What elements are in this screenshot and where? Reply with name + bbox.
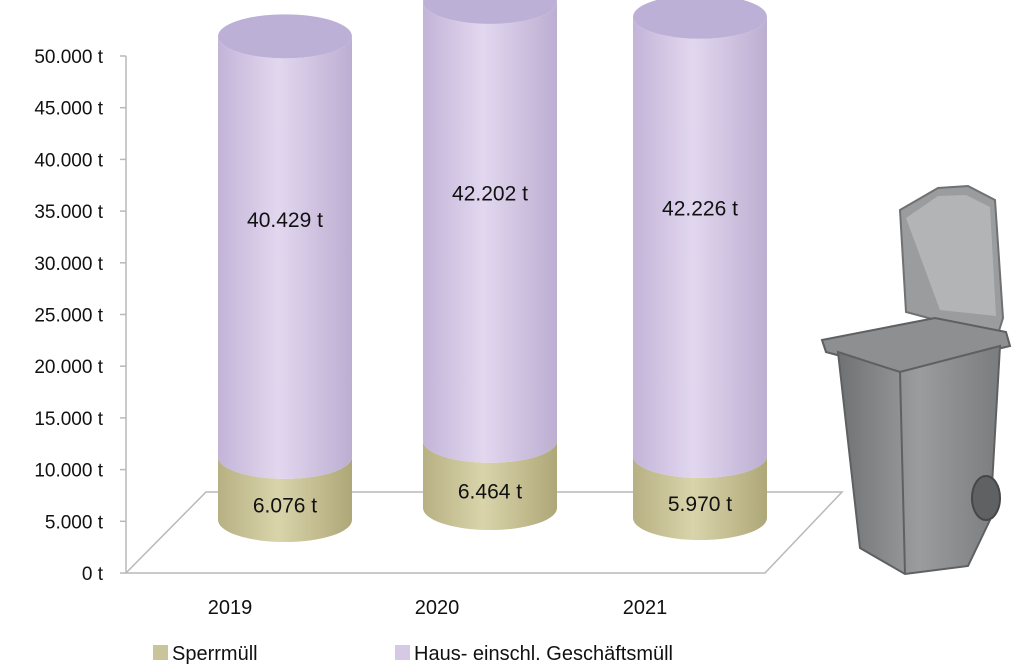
legend-swatch-0 <box>153 645 168 660</box>
legend: Sperrmüll Haus- einschl. Geschäftsmüll <box>153 643 673 665</box>
bar-sperrmuell-2020 <box>423 440 557 530</box>
y-tick-label: 15.000 t <box>34 409 103 430</box>
x-tick-label-2019: 2019 <box>208 597 253 619</box>
legend-label-0: Sperrmüll <box>172 643 258 665</box>
waste-bin-icon <box>820 184 1012 576</box>
y-tick-label: 30.000 t <box>34 254 103 275</box>
bars: 6.076 t 40.429 t 6.464 t 42.202 t 5.970 t 42.… <box>218 0 767 542</box>
bar-hausmuell-2020 <box>423 1 557 463</box>
x-tick-label-2020: 2020 <box>415 597 460 619</box>
bin-edge <box>899 371 906 575</box>
data-label-sperrmuell-2020: 6.464 t <box>458 480 522 503</box>
legend-swatch-1 <box>395 645 410 660</box>
y-tick-label: 20.000 t <box>34 357 103 378</box>
bin-lid-inner <box>906 195 996 316</box>
bin-wheel <box>971 475 1001 521</box>
bin-rim <box>820 316 1012 374</box>
data-label-sperrmuell-2021: 5.970 t <box>668 493 732 516</box>
y-tick-label: 40.000 t <box>34 150 103 171</box>
bin-body <box>836 344 1002 576</box>
bar-cap-2021 <box>633 0 767 39</box>
bar-cap-2019 <box>218 14 352 59</box>
y-tick-label: 50.000 t <box>34 47 103 68</box>
chart-floor <box>124 491 844 574</box>
bar-hausmuell-2021 <box>633 16 767 478</box>
data-label-hausmuell-2021: 42.226 t <box>662 198 738 221</box>
y-tick-label: 10.000 t <box>34 461 103 482</box>
y-tick-label: 45.000 t <box>34 99 103 120</box>
y-axis: 0 t 5.000 t 10.000 t 15.000 t 20.000 t 25.000… <box>34 47 127 585</box>
floor-plane <box>124 491 844 574</box>
x-tick-label-2021: 2021 <box>623 597 668 619</box>
bar-sperrmuell-2019 <box>218 456 352 542</box>
y-tick-label: 5.000 t <box>45 512 104 533</box>
bar-hausmuell-2019 <box>218 36 352 479</box>
bar-cap-2020 <box>423 0 557 24</box>
legend-label-1: Haus- einschl. Geschäftsmüll <box>414 643 673 665</box>
y-tick-label: 0 t <box>82 564 104 585</box>
data-label-hausmuell-2019: 40.429 t <box>247 209 323 232</box>
data-label-sperrmuell-2019: 6.076 t <box>253 494 317 517</box>
y-tick-label: 35.000 t <box>34 202 103 223</box>
data-label-hausmuell-2020: 42.202 t <box>452 183 528 206</box>
y-tick-label: 25.000 t <box>34 306 103 327</box>
bar-sperrmuell-2021 <box>633 455 767 540</box>
x-axis: 2019 2020 2021 <box>208 597 668 619</box>
